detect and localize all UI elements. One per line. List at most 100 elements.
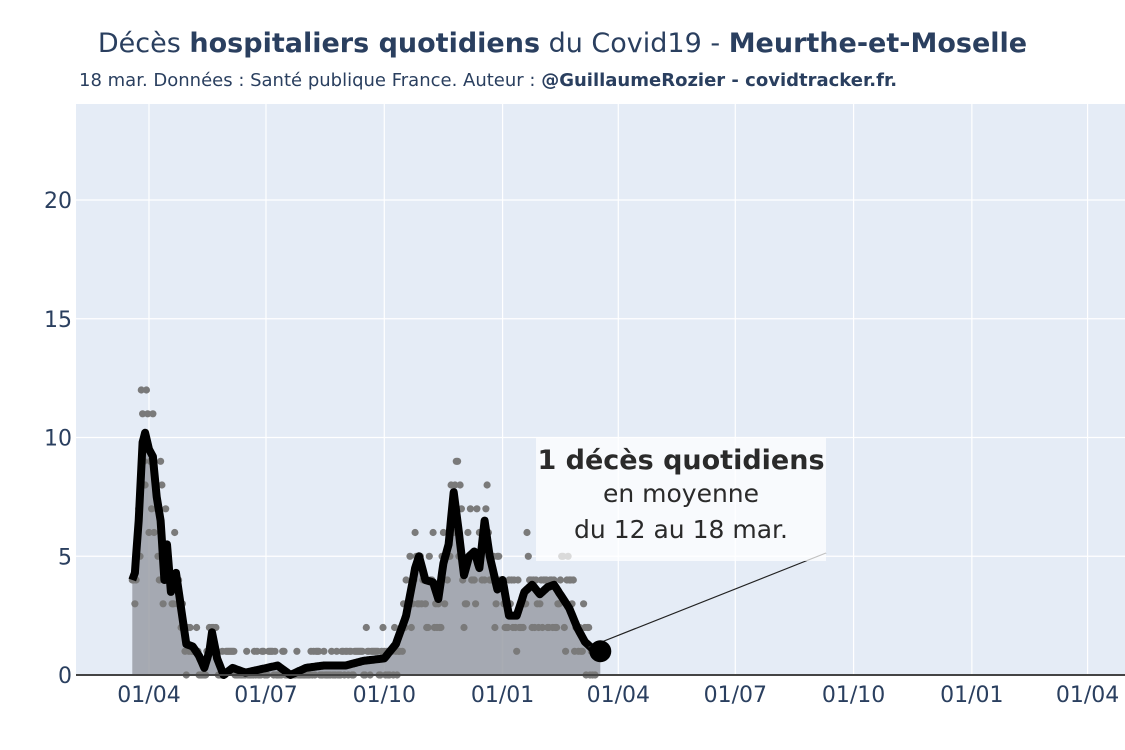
daily-point [473,505,481,513]
daily-point [131,600,139,608]
annotation-box: 1 décès quotidiens en moyenne du 12 au 1… [536,437,826,561]
daily-point [464,528,472,537]
daily-point [139,410,147,418]
daily-point [293,647,301,655]
x-tick-label: 01/10 [353,683,416,708]
daily-point [454,457,462,465]
daily-point [523,528,531,537]
daily-point [481,576,489,584]
daily-point [482,505,490,513]
daily-point [437,623,445,632]
daily-point [358,647,366,655]
y-tick-label: 0 [58,664,72,689]
subtitle-normal: 18 mar. Données : Santé publique France.… [79,70,542,91]
daily-point [398,647,406,655]
last-value-marker [589,640,612,663]
daily-point [441,600,449,608]
x-tick-label: 01/07 [704,683,767,708]
daily-point [556,576,565,584]
annotation-line1: 1 décès quotidiens [537,445,825,476]
daily-point [569,576,577,584]
daily-point [391,623,399,632]
daily-point [578,647,586,655]
daily-point [580,600,588,608]
daily-point [466,505,474,513]
daily-point [145,528,153,537]
daily-point [315,647,323,655]
daily-point [560,623,568,632]
daily-point [186,623,194,632]
area-fill [132,432,601,675]
daily-point [379,623,387,632]
annotation-arrow [588,552,827,648]
daily-point [320,647,328,655]
daily-point [362,623,370,632]
daily-point [230,647,238,655]
x-tick-label: 01/01 [471,683,534,708]
daily-point [492,600,500,608]
daily-point [519,623,527,632]
chart-subtitle: 18 mar. Données : Santé publique France.… [79,70,897,91]
title-part4: Meurthe-et-Moselle [728,28,1028,59]
daily-point [157,457,165,465]
daily-point [148,505,156,513]
daily-point [271,647,279,655]
daily-point [243,647,251,655]
y-tick-label: 5 [58,545,72,570]
daily-point [483,481,491,489]
annotation-line3: du 12 au 18 mar. [574,515,788,544]
daily-point [562,647,570,655]
daily-point [259,647,267,655]
daily-point [514,576,522,584]
daily-point [158,481,166,489]
daily-point [150,528,158,537]
daily-point [513,647,521,655]
daily-point [536,600,544,608]
x-tick-label: 01/07 [234,683,297,708]
annotation-line2: en moyenne [602,479,760,508]
title-part1: Décès [97,28,190,59]
y-tick-label: 10 [44,427,72,452]
y-tick-label: 20 [44,189,72,214]
daily-point [460,623,468,632]
y-tick-label: 15 [44,308,72,333]
daily-point [463,600,471,608]
title-part3: du Covid19 - [540,28,729,59]
daily-point [142,386,150,394]
rolling-mean-line [128,428,603,679]
daily-point [470,576,478,584]
daily-point [472,600,480,608]
x-tick-label: 01/10 [822,683,885,708]
title-part2: hospitaliers quotidiens [189,28,541,59]
daily-point [451,481,459,489]
daily-point [504,623,512,632]
daily-point [253,647,261,655]
x-tick-label: 01/01 [940,683,1003,708]
chart-title: Décès hospitaliers quotidiens du Covid19… [0,28,1125,59]
subtitle-bold: @GuillaumeRozier - covidtracker.fr. [541,70,898,91]
daily-point [402,576,410,584]
daily-point [159,600,167,608]
daily-point [439,528,447,537]
x-tick-label: 01/04 [117,683,180,708]
daily-point [280,647,288,655]
daily-point [171,528,179,537]
daily-point [421,600,429,608]
daily-point [407,623,415,632]
daily-point [524,552,532,560]
daily-point [333,647,341,655]
daily-point [429,528,437,537]
daily-point [585,623,593,632]
daily-point [491,623,499,632]
daily-point [538,623,547,632]
daily-point [495,552,503,560]
daily-point [443,576,451,584]
daily-point [553,623,561,632]
daily-point [144,410,152,418]
daily-point [411,528,419,537]
daily-point [137,386,145,394]
daily-point [456,481,464,489]
x-tick-label: 01/04 [587,683,650,708]
x-tick-label: 01/04 [1056,683,1119,708]
